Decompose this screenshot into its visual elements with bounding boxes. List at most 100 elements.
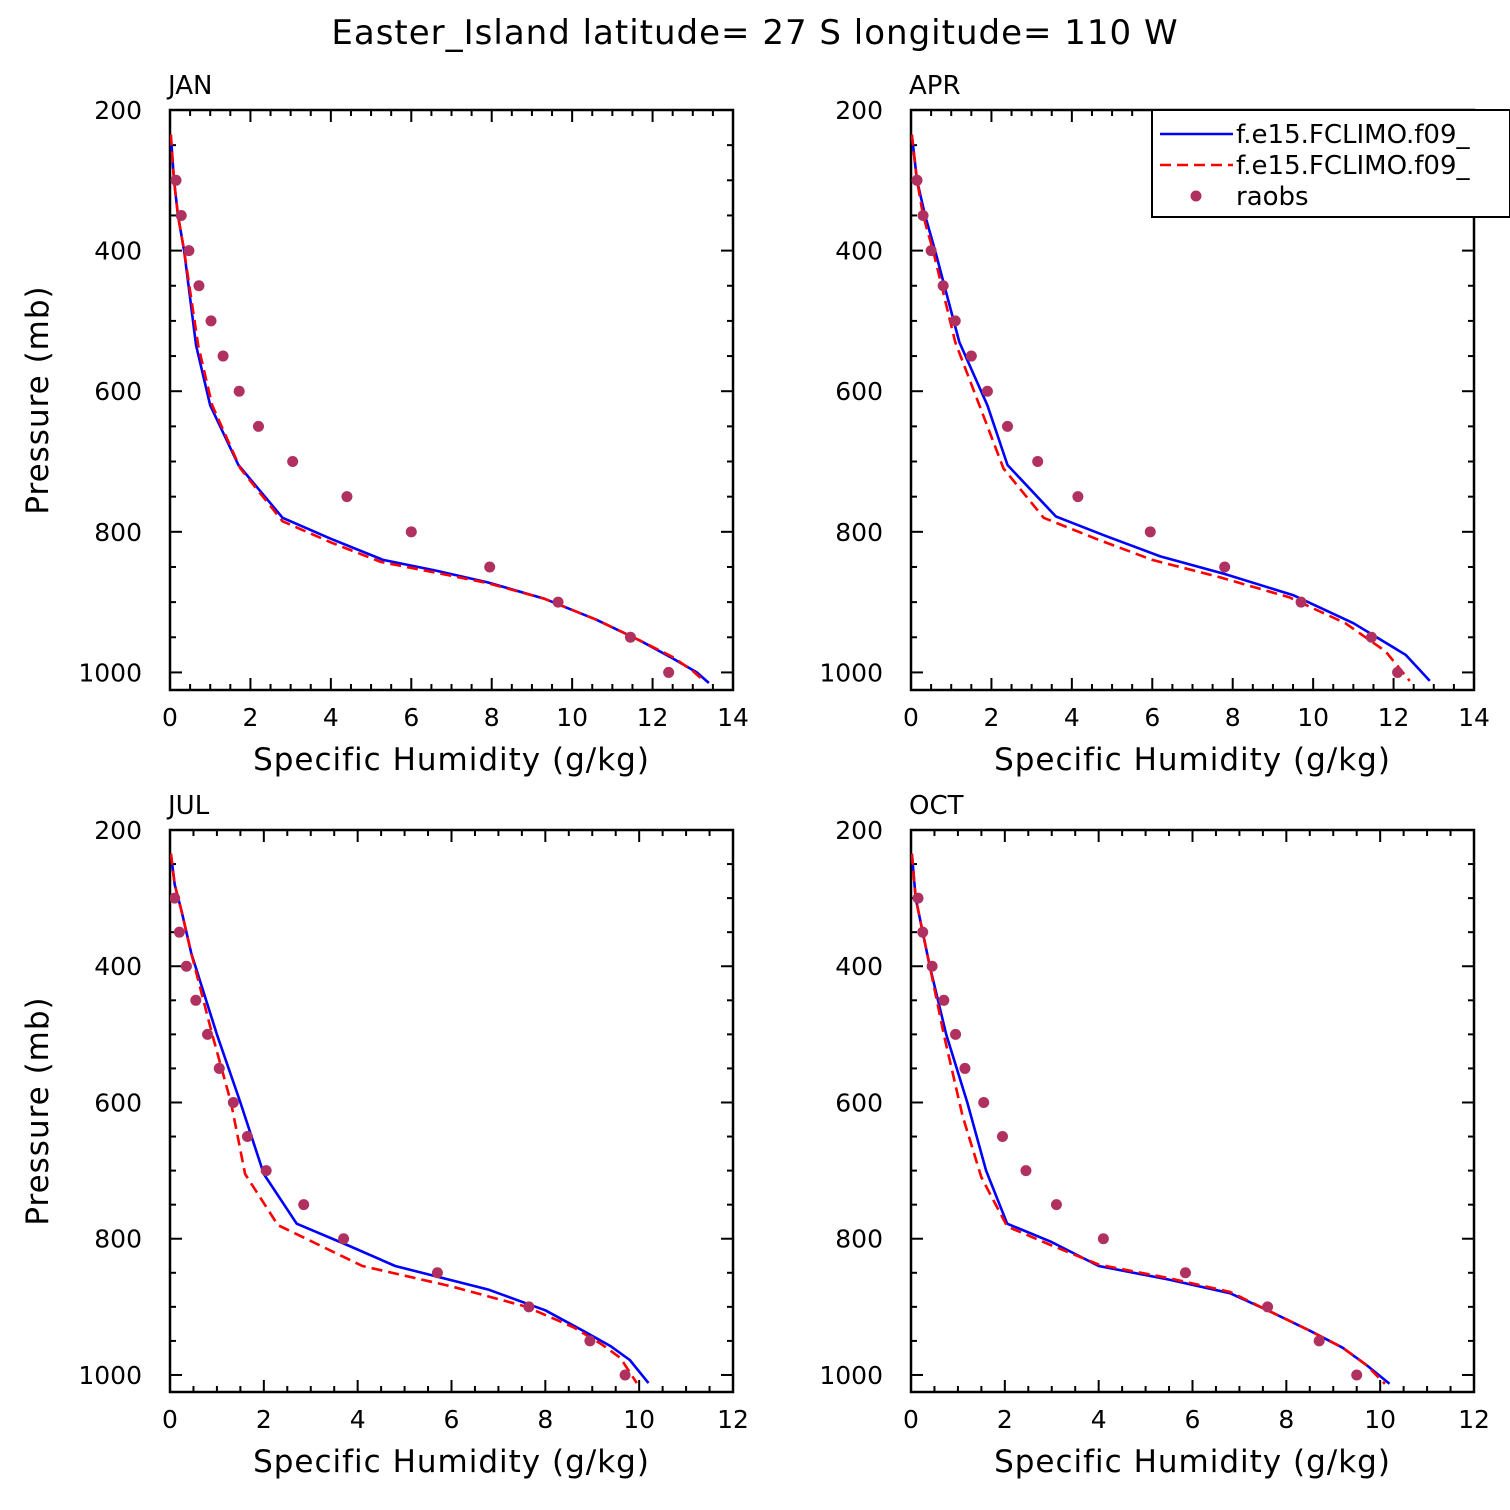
series-line-dashed — [170, 853, 638, 1384]
x-tick-label: 10 — [1364, 1405, 1396, 1434]
raobs-point — [252, 420, 264, 432]
x-tick-label: 0 — [903, 1405, 919, 1434]
panel-jul: 0 2 4 6 8 10 12 200 400 600 800 1000 JUL Specific Hum… — [20, 791, 749, 1480]
legend: f.e15.FCLIMO.f09_f.e15.FCLIMO.f09_raobs — [1151, 109, 1510, 218]
raobs-point — [405, 526, 417, 538]
raobs-point — [227, 1096, 239, 1108]
raobs-point — [1032, 456, 1044, 468]
raobs-point — [175, 209, 187, 221]
raobs-point — [1179, 1267, 1191, 1279]
raobs-point — [624, 631, 636, 643]
y-axis-label: Pressure (mb) — [20, 285, 56, 514]
raobs-point — [619, 1369, 631, 1381]
raobs-point — [981, 385, 993, 397]
x-tick-label: 4 — [1064, 703, 1080, 732]
x-tick-label: 8 — [1278, 1405, 1294, 1434]
raobs-point — [338, 1233, 350, 1245]
x-tick-label: 0 — [162, 1405, 178, 1434]
raobs-point — [949, 315, 961, 327]
raobs-point — [937, 280, 949, 292]
x-tick-label: 10 — [623, 1405, 655, 1434]
panel-apr: 0 2 4 6 8 10 12 14 200 400 600 800 1000 APR Specific H… — [819, 71, 1490, 778]
raobs-point — [552, 596, 564, 608]
y-tick-label: 1000 — [78, 1361, 142, 1390]
raobs-point — [1365, 631, 1377, 643]
y-tick-label: 1000 — [819, 658, 883, 687]
y-tick-label: 400 — [94, 952, 142, 981]
raobs-point — [202, 1028, 214, 1040]
raobs-point — [1050, 1199, 1062, 1211]
y-tick-label: 800 — [835, 518, 883, 547]
raobs-point — [917, 209, 929, 221]
y-tick-label: 800 — [94, 518, 142, 547]
raobs-point — [911, 174, 923, 186]
series-line-dashed — [911, 134, 1411, 682]
x-tick-label: 4 — [323, 703, 339, 732]
y-tick-label: 600 — [835, 377, 883, 406]
raobs-point — [213, 1062, 225, 1074]
x-tick-label: 2 — [983, 703, 999, 732]
series-line-solid — [170, 134, 710, 684]
raobs-point — [431, 1267, 443, 1279]
x-tick-label: 6 — [403, 703, 419, 732]
raobs-point — [996, 1131, 1008, 1143]
raobs-point — [978, 1096, 990, 1108]
raobs-point — [170, 892, 181, 904]
raobs-point — [912, 892, 924, 904]
y-tick-label: 400 — [835, 952, 883, 981]
raobs-point — [1262, 1301, 1274, 1313]
raobs-point — [217, 350, 229, 362]
y-tick-label: 200 — [835, 816, 883, 845]
y-tick-label: 200 — [94, 816, 142, 845]
raobs-point — [193, 280, 205, 292]
raobs-point — [170, 174, 182, 186]
x-tick-label: 8 — [1225, 703, 1241, 732]
legend-label: f.e15.FCLIMO.f09_ — [1236, 120, 1470, 150]
x-tick-label: 4 — [1091, 1405, 1107, 1434]
plot-frame — [168, 108, 735, 692]
raobs-point — [1144, 526, 1156, 538]
raobs-point — [523, 1301, 535, 1313]
y-tick-label: 1000 — [78, 658, 142, 687]
x-tick-label: 2 — [997, 1405, 1013, 1434]
y-axis-label: Pressure (mb) — [20, 996, 56, 1225]
raobs-point — [173, 926, 185, 938]
x-tick-label: 4 — [350, 1405, 366, 1434]
raobs-point — [484, 561, 496, 573]
series-line-dashed — [911, 853, 1386, 1385]
raobs-point — [1392, 666, 1404, 678]
x-axis-label: Specific Humidity (g/kg) — [253, 1444, 650, 1480]
y-tick-label: 800 — [94, 1225, 142, 1254]
raobs-point — [287, 456, 299, 468]
series-line-dashed — [170, 134, 706, 683]
plot-frame — [168, 828, 735, 1394]
raobs-point — [180, 960, 192, 972]
x-axis-label: Specific Humidity (g/kg) — [994, 1444, 1391, 1480]
panel-title: JUL — [166, 791, 210, 821]
y-tick-label: 800 — [835, 1225, 883, 1254]
y-tick-label: 200 — [835, 96, 883, 125]
legend-box — [1151, 109, 1510, 218]
x-tick-label: 2 — [242, 703, 258, 732]
y-tick-label: 1000 — [819, 1361, 883, 1390]
legend-label: raobs — [1236, 182, 1309, 212]
raobs-point — [205, 315, 217, 327]
panel-title: OCT — [909, 791, 964, 821]
raobs-point — [938, 994, 950, 1006]
x-tick-label: 14 — [717, 703, 749, 732]
x-tick-label: 6 — [1144, 703, 1160, 732]
x-tick-label: 12 — [1458, 1405, 1490, 1434]
x-tick-label: 10 — [556, 703, 588, 732]
raobs-point — [950, 1028, 962, 1040]
x-tick-label: 0 — [162, 703, 178, 732]
series-line-solid — [911, 853, 1391, 1385]
x-tick-label: 6 — [444, 1405, 460, 1434]
x-tick-label: 10 — [1297, 703, 1329, 732]
raobs-point — [260, 1165, 272, 1177]
panel-oct: 0 2 4 6 8 10 12 200 400 600 800 1000 OCT Specific Hum… — [819, 791, 1490, 1480]
series-group — [170, 134, 710, 684]
legend-marker — [1190, 190, 1202, 202]
legend-label: f.e15.FCLIMO.f09_ — [1236, 151, 1470, 181]
raobs-point — [233, 385, 245, 397]
